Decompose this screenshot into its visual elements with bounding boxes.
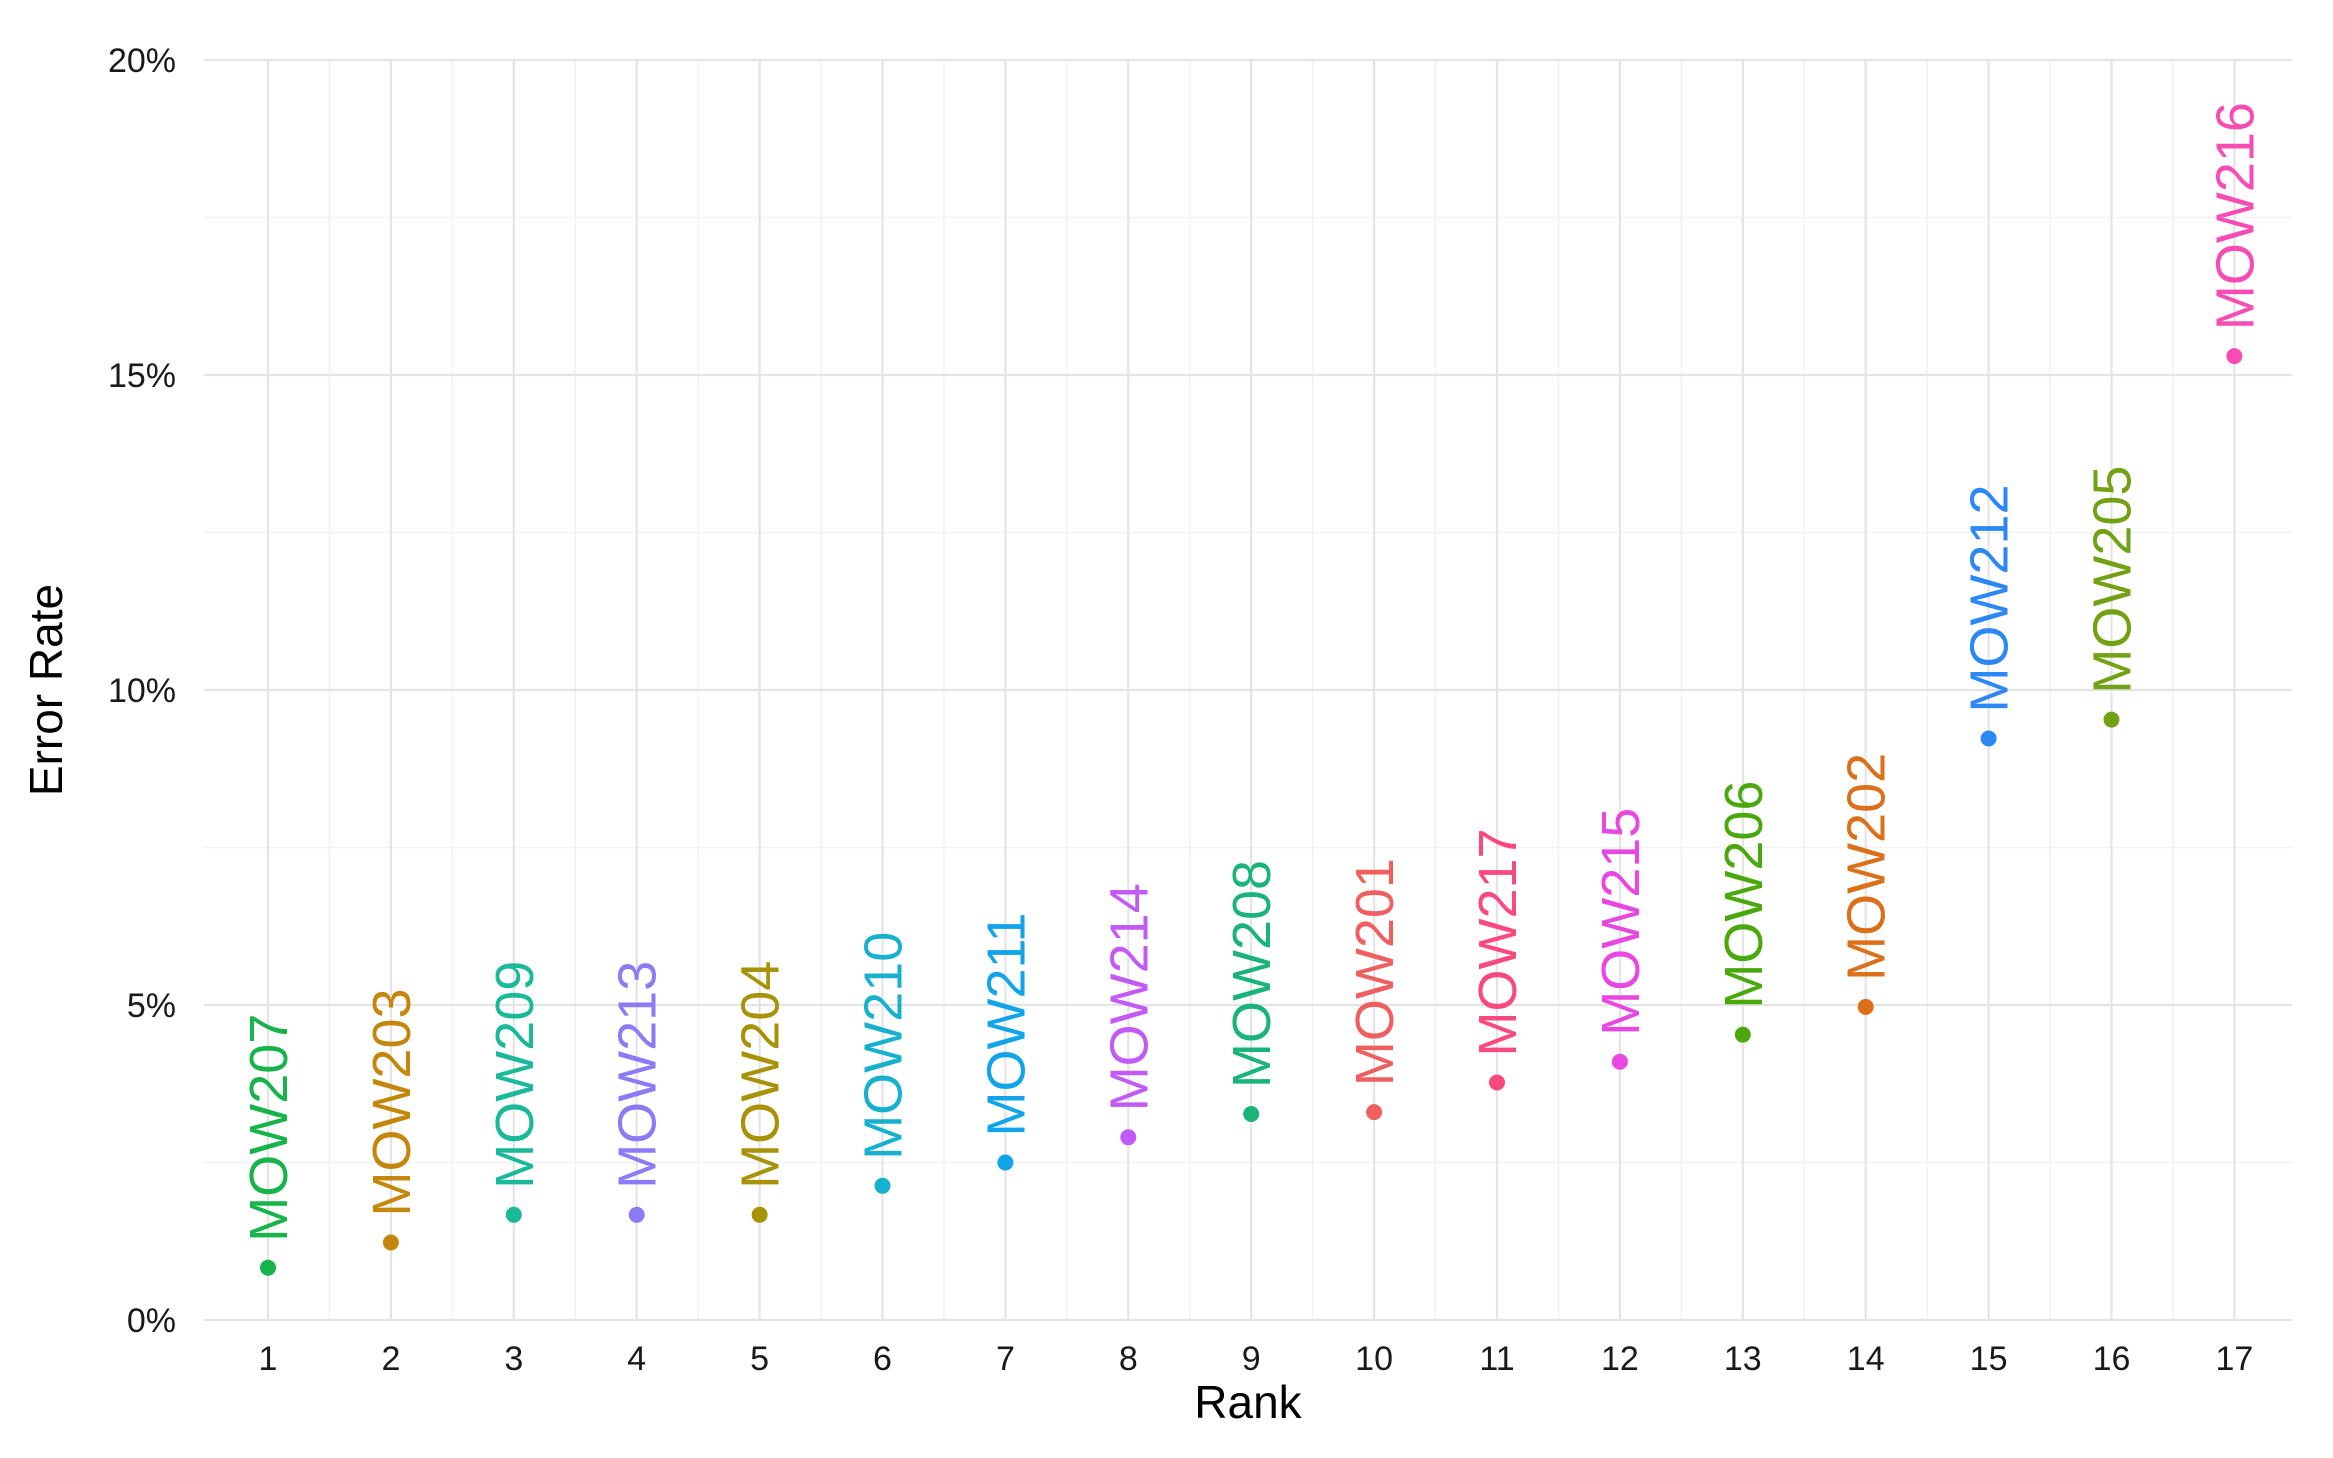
- data-point: [1489, 1074, 1505, 1091]
- data-point: [1243, 1105, 1260, 1122]
- data-point: [1366, 1104, 1383, 1121]
- x-tick-label: 9: [1242, 1340, 1261, 1378]
- data-point: [2226, 348, 2243, 365]
- x-tick-label: 14: [1847, 1340, 1885, 1378]
- y-tick-label: 10%: [108, 672, 176, 710]
- point-label: MOW206: [1714, 781, 1774, 1009]
- data-point: [751, 1206, 768, 1223]
- point-label: MOW212: [1960, 484, 2020, 712]
- x-tick-label: 3: [504, 1340, 523, 1378]
- x-tick-label: 2: [381, 1340, 400, 1378]
- data-point: [997, 1154, 1014, 1171]
- point-label: MOW216: [2205, 102, 2265, 330]
- data-point: [1980, 730, 1997, 747]
- x-tick-label: 5: [750, 1340, 769, 1378]
- data-point: [1734, 1026, 1751, 1043]
- x-tick-label: 7: [996, 1340, 1015, 1378]
- data-point: [260, 1259, 276, 1276]
- y-axis-title: Error Rate: [20, 584, 72, 796]
- point-label: MOW207: [239, 1014, 299, 1242]
- point-label: MOW213: [608, 961, 668, 1189]
- y-tick-label: 15%: [108, 357, 176, 395]
- point-label: MOW205: [2083, 466, 2143, 694]
- x-tick-label: 11: [1479, 1340, 1514, 1378]
- x-tick-label: 10: [1355, 1340, 1393, 1378]
- x-tick-label: 6: [873, 1340, 892, 1378]
- x-tick-label: 16: [2093, 1340, 2131, 1378]
- point-label: MOW214: [1099, 883, 1159, 1111]
- point-label: MOW215: [1591, 808, 1651, 1036]
- x-tick-label: 8: [1119, 1340, 1138, 1378]
- point-label: MOW209: [485, 961, 545, 1189]
- point-labels: MOW207 MOW203 MOW209 MOW213 MOW204 MOW210 MOW2…: [239, 102, 2265, 1242]
- point-label: MOW208: [1222, 860, 1282, 1088]
- y-tick-label: 20%: [108, 42, 176, 80]
- data-point: [505, 1206, 522, 1223]
- data-point: [2103, 711, 2120, 728]
- x-tick-label: 13: [1724, 1340, 1762, 1378]
- data-points: [260, 348, 2243, 1276]
- y-axis-tick-labels: 0% 5% 10% 15% 20%: [108, 42, 176, 1340]
- x-tick-label: 12: [1601, 1340, 1639, 1378]
- x-axis-tick-labels: 1 2 3 4 5 6 7 8 9 10 11 12 13 14 15 16 17: [259, 1340, 2254, 1378]
- data-point: [1120, 1129, 1137, 1146]
- data-point: [382, 1234, 399, 1251]
- data-point: [628, 1206, 645, 1223]
- point-label: MOW210: [854, 932, 914, 1160]
- data-point: [1857, 998, 1874, 1015]
- point-label: MOW203: [362, 988, 422, 1216]
- y-tick-label: 5%: [127, 987, 176, 1025]
- data-point: [1611, 1053, 1628, 1070]
- x-axis-title: Rank: [1194, 1376, 1302, 1428]
- point-label: MOW202: [1837, 753, 1897, 981]
- point-label: MOW204: [731, 961, 791, 1189]
- point-label: MOW217: [1468, 828, 1528, 1056]
- x-tick-label: 4: [627, 1340, 646, 1378]
- point-label: MOW201: [1345, 858, 1405, 1086]
- data-point: [874, 1177, 891, 1194]
- point-label: MOW211: [976, 912, 1036, 1136]
- x-tick-label: 1: [259, 1340, 278, 1378]
- x-tick-label: 15: [1970, 1340, 2008, 1378]
- x-tick-label: 17: [2215, 1340, 2253, 1378]
- y-tick-label: 0%: [127, 1302, 176, 1340]
- major-gridlines: [204, 58, 2292, 1322]
